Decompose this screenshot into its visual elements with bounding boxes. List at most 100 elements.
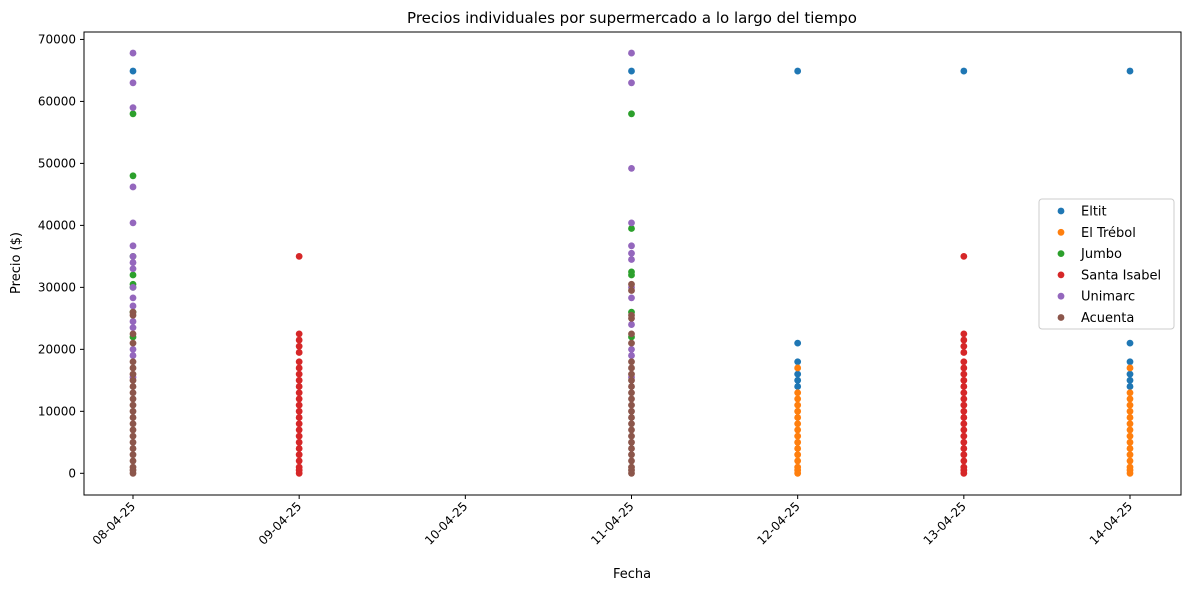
legend-label: Eltit [1081,205,1107,220]
data-point [129,172,137,180]
series-eltit [129,67,1134,390]
data-point [960,349,968,356]
data-point [1126,395,1134,403]
data-point [129,283,137,291]
data-point [628,164,635,172]
data-point [960,336,968,344]
data-point [628,280,635,288]
data-point [794,401,802,409]
data-point [129,330,137,338]
data-point [628,451,635,459]
data-point [295,420,303,428]
data-point [1126,432,1134,440]
data-point [129,401,137,409]
data-point [794,445,802,452]
data-point [794,389,802,397]
data-point [129,352,137,359]
plot-frame [83,31,1182,496]
data-point [628,256,635,263]
series-unimarc [129,49,635,381]
data-point [794,407,802,415]
data-point [960,395,968,403]
data-point [129,79,137,87]
data-point [628,110,635,118]
data-point [129,445,137,452]
data-point [295,358,303,366]
data-point [129,265,137,273]
data-point [628,242,635,250]
data-point [295,376,303,384]
data-point [960,432,968,440]
data-point [1126,383,1134,390]
data-point [628,321,635,328]
x-tick-label: 08-04-25 [90,499,138,547]
data-point [129,339,137,347]
data-point [628,345,635,353]
data-point [628,376,635,384]
data-point [129,414,137,421]
y-tick-label: 30000 [38,280,76,294]
data-point [1126,389,1134,397]
data-point [628,426,635,434]
data-point [1126,414,1134,421]
data-point [129,376,137,384]
data-point [628,389,635,397]
x-axis-label: Fecha [613,567,651,582]
data-point [129,345,137,353]
data-point [1126,401,1134,409]
data-point [794,364,802,372]
data-point [295,370,303,378]
data-point [1126,445,1134,452]
data-point [295,349,303,356]
legend-label: Acuenta [1081,311,1134,326]
data-point [628,79,635,87]
data-point [129,389,137,397]
data-point [628,249,635,257]
data-point [129,324,137,332]
data-point [295,342,303,350]
data-point [129,110,137,118]
legend-box [1038,198,1175,330]
data-point [628,330,635,338]
data-point [129,358,137,366]
data-point [794,383,802,390]
data-point [794,414,802,421]
data-point [129,370,137,378]
data-point [129,469,137,477]
data-point [628,352,635,359]
data-point [129,271,137,279]
data-point [1126,67,1134,75]
data-point [295,252,303,260]
legend-marker [1057,250,1065,257]
data-point [129,383,137,390]
x-tick-label: 12-04-25 [754,499,802,547]
data-point [295,438,303,446]
data-point [628,401,635,409]
data-point [1126,469,1134,477]
data-point [129,451,137,459]
data-point [129,294,137,302]
legend-marker [1057,207,1065,215]
y-axis-label: Precio ($) [9,232,24,294]
data-point [129,219,137,227]
data-point [960,370,968,378]
data-point [628,469,635,477]
data-point [628,339,635,347]
data-point [628,383,635,390]
data-point [1126,457,1134,465]
chart-title: Precios individuales por supermercado a … [407,9,857,27]
data-point [960,364,968,372]
data-point [628,271,635,279]
data-point [960,342,968,350]
data-point [129,302,137,310]
x-tick-label: 14-04-25 [1087,499,1135,547]
data-point [1126,451,1134,459]
data-point [794,426,802,434]
data-point [628,219,635,227]
data-point [129,259,137,266]
legend-label: Unimarc [1081,290,1135,305]
x-axis-ticks: 08-04-25 09-04-25 10-04-25 11-04-25 12-04-25… [90,495,1135,548]
data-point [295,389,303,397]
y-tick-label: 10000 [38,404,76,418]
data-point [960,252,968,260]
